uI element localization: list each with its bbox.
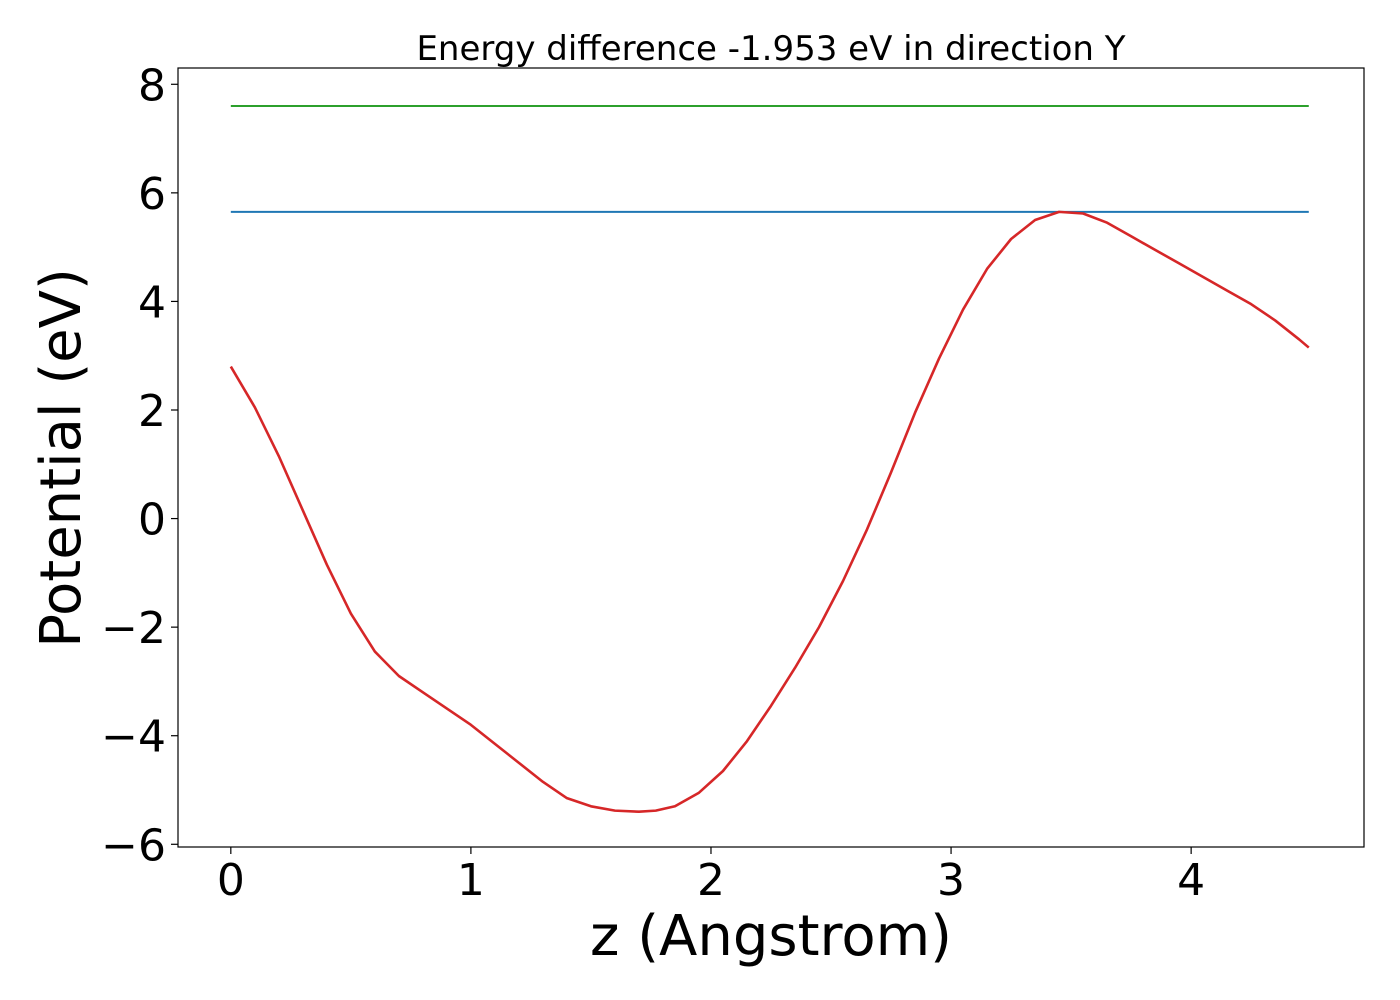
x-axis-title: z (Angstrom) [590, 904, 952, 969]
y-tick-label: −2 [101, 603, 166, 654]
x-tick-label: 3 [937, 855, 965, 906]
x-tick-label: 4 [1177, 855, 1205, 906]
plot-frame [177, 67, 1365, 848]
y-tick-label: 8 [138, 60, 166, 111]
chart-title: Energy difference -1.953 eV in direction… [416, 29, 1125, 69]
y-axis-title: Potential (eV) [29, 268, 94, 648]
potential-curve [229, 210, 1310, 814]
ticks-layer: 0 1 2 3 4 −6 −4 −2 0 2 4 6 8 [101, 60, 1205, 906]
x-tick-label: 0 [217, 855, 245, 906]
x-tick-label: 1 [457, 855, 485, 906]
y-tick-label: −6 [101, 820, 166, 871]
x-tick-label: 2 [697, 855, 725, 906]
y-tick-label: 0 [138, 495, 166, 546]
y-tick-label: 2 [138, 386, 166, 437]
y-tick-label: −4 [101, 712, 166, 763]
y-tick-label: 6 [138, 169, 166, 220]
y-tick-label: 4 [138, 277, 166, 328]
series-layer [229, 105, 1310, 814]
